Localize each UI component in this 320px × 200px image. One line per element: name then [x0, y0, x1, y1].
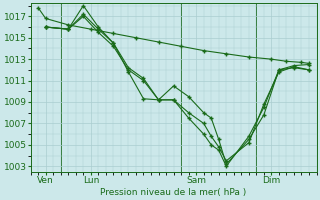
- X-axis label: Pression niveau de la mer( hPa ): Pression niveau de la mer( hPa ): [100, 188, 247, 197]
